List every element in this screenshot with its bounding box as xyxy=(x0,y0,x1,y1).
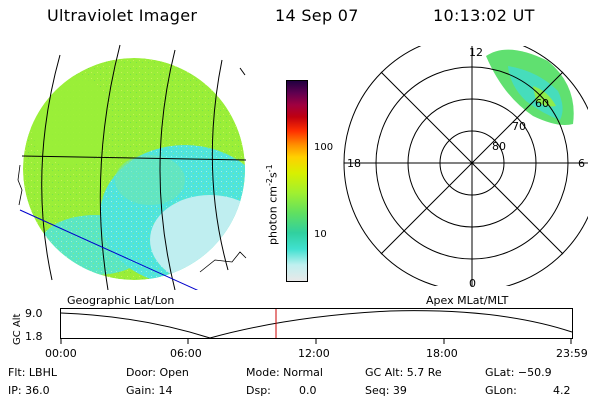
glon-label: GLon: xyxy=(485,384,517,397)
glon-value: 4.2 xyxy=(553,384,571,397)
mode-info: Mode: Normal xyxy=(246,366,323,379)
altitude-plot xyxy=(60,308,573,344)
left-panel-label: Geographic Lat/Lon xyxy=(67,294,175,307)
lat-70-label: 70 xyxy=(512,120,526,133)
colorbar-unit-label: photon cm-2s-1 xyxy=(265,164,280,245)
xtick-3: 18:00 xyxy=(426,347,458,360)
ip-info: IP: 36.0 xyxy=(8,384,50,397)
dsp-info: Dsp: xyxy=(246,384,271,397)
coastline xyxy=(17,164,247,273)
lat-lon-grid xyxy=(21,44,247,290)
time-label: 10:13:02 UT xyxy=(433,6,535,25)
xtick-1: 06:00 xyxy=(170,347,202,360)
earth-disk xyxy=(23,58,245,280)
mlt-6-label: 6 xyxy=(578,157,585,170)
xtick-0: 00:00 xyxy=(45,347,77,360)
altitude-ylabel: GC Alt xyxy=(12,313,23,345)
colorbar-tick-10: 10 xyxy=(314,229,327,240)
xtick-2: 12:00 xyxy=(298,347,330,360)
dsp-value: 0.0 xyxy=(299,384,317,397)
right-panel-label: Apex MLat/MLT xyxy=(426,294,509,307)
polar-plot xyxy=(343,46,588,286)
date-label: 14 Sep 07 xyxy=(275,6,359,25)
lat-80-label: 80 xyxy=(492,140,506,153)
altitude-curve xyxy=(60,310,573,339)
gain-info: Gain: 14 xyxy=(126,384,173,397)
gc-alt-info: GC Alt: 5.7 Re xyxy=(365,366,442,379)
lat-60-label: 60 xyxy=(535,97,549,110)
glat-info: GLat: −50.9 xyxy=(485,366,552,379)
altitude-ytick-top: 9.0 xyxy=(25,307,43,320)
door-info: Door: Open xyxy=(126,366,189,379)
colorbar xyxy=(286,80,308,282)
mlt-12-label: 12 xyxy=(469,46,483,59)
mlt-18-label: 18 xyxy=(347,157,361,170)
satellite-track xyxy=(19,209,199,290)
xtick-4: 23:59 xyxy=(556,347,588,360)
instrument-title: Ultraviolet Imager xyxy=(47,6,198,25)
geographic-image xyxy=(17,44,247,290)
filter-info: Flt: LBHL xyxy=(8,366,57,379)
polar-grid xyxy=(343,46,588,286)
seq-info: Seq: 39 xyxy=(365,384,407,397)
colorbar-tick-100: 100 xyxy=(314,142,334,153)
mlt-0-label: 0 xyxy=(469,277,476,290)
altitude-ytick-bottom: 1.8 xyxy=(25,330,43,343)
